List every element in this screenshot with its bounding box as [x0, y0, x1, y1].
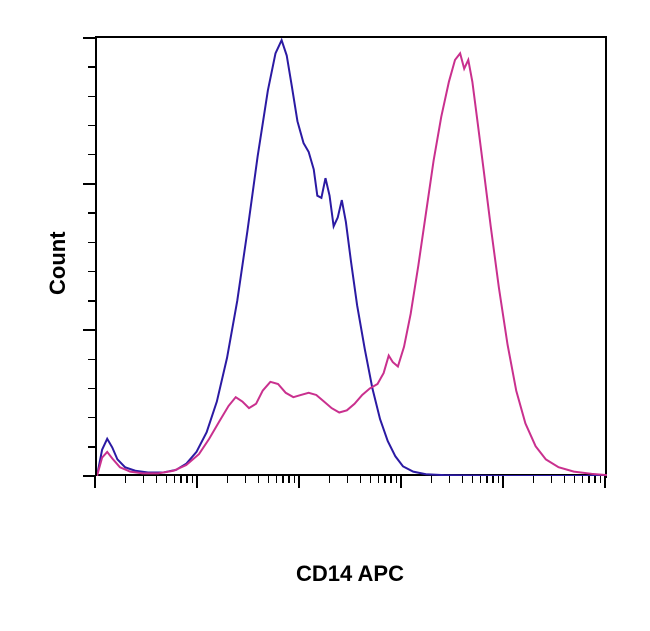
tick — [462, 476, 464, 483]
tick — [125, 476, 127, 483]
x-axis-ticks — [95, 476, 605, 496]
tick — [268, 476, 270, 483]
tick — [88, 66, 95, 68]
tick — [378, 476, 380, 483]
tick — [88, 300, 95, 302]
tick — [196, 476, 198, 488]
tick — [288, 476, 290, 483]
tick — [582, 476, 584, 483]
histogram-curves — [97, 38, 607, 476]
series-control — [97, 40, 607, 476]
tick — [282, 476, 284, 483]
tick — [600, 476, 602, 483]
tick — [88, 242, 95, 244]
tick — [174, 476, 176, 483]
tick — [480, 476, 482, 483]
tick — [502, 476, 504, 488]
tick — [88, 212, 95, 214]
tick — [449, 476, 451, 483]
tick — [83, 183, 95, 185]
tick — [360, 476, 362, 483]
tick — [156, 476, 158, 483]
tick — [88, 388, 95, 390]
tick — [94, 476, 96, 488]
tick — [492, 476, 494, 483]
tick — [347, 476, 349, 483]
tick — [574, 476, 576, 483]
tick — [88, 125, 95, 127]
y-axis-label: Count — [45, 231, 71, 295]
tick — [276, 476, 278, 483]
tick — [186, 476, 188, 483]
tick — [551, 476, 553, 483]
tick — [329, 476, 331, 483]
tick — [88, 96, 95, 98]
tick — [258, 476, 260, 483]
x-axis-label: CD14 APC — [95, 561, 605, 587]
tick — [88, 271, 95, 273]
plot-frame — [95, 38, 605, 476]
tick — [88, 359, 95, 361]
tick — [227, 476, 229, 483]
tick — [298, 476, 300, 488]
tick — [400, 476, 402, 488]
tick — [486, 476, 488, 483]
tick — [604, 476, 606, 488]
tick — [88, 446, 95, 448]
tick — [83, 37, 95, 39]
tick — [88, 417, 95, 419]
tick — [88, 154, 95, 156]
tick — [588, 476, 590, 483]
tick — [83, 475, 95, 477]
tick — [245, 476, 247, 483]
tick — [472, 476, 474, 483]
tick — [143, 476, 145, 483]
tick — [192, 476, 194, 483]
tick — [294, 476, 296, 483]
tick — [396, 476, 398, 483]
tick — [594, 476, 596, 483]
tick — [390, 476, 392, 483]
tick — [370, 476, 372, 483]
tick — [180, 476, 182, 483]
tick — [431, 476, 433, 483]
tick — [166, 476, 168, 483]
tick — [83, 329, 95, 331]
tick — [564, 476, 566, 483]
tick — [498, 476, 500, 483]
tick — [533, 476, 535, 483]
tick — [384, 476, 386, 483]
